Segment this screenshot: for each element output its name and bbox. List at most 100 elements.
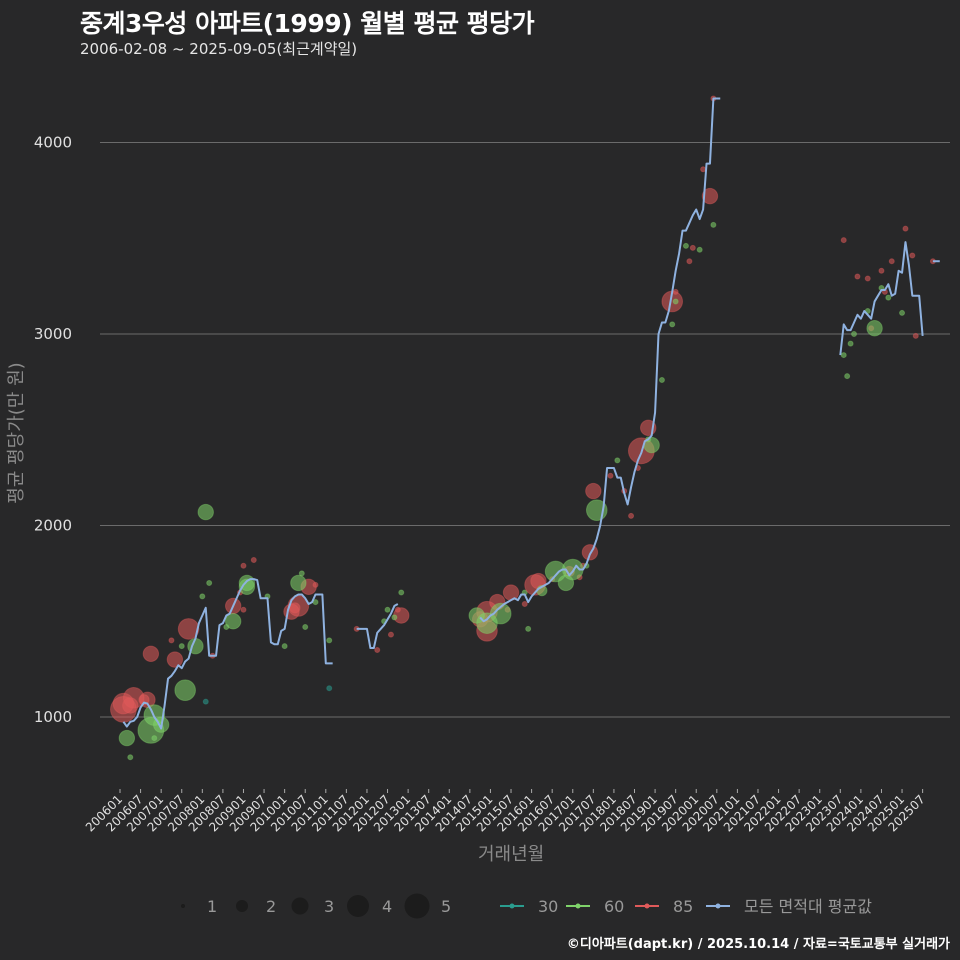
bubble-60 bbox=[326, 637, 333, 644]
x-axis-ticks: 2006012006072007012007072008012008072009… bbox=[83, 789, 928, 835]
bubble-85 bbox=[912, 332, 919, 339]
x-axis-title: 거래년월 bbox=[478, 844, 545, 865]
average-line-segment bbox=[122, 578, 333, 730]
bubble-60 bbox=[669, 321, 676, 328]
bubble-60 bbox=[682, 242, 689, 249]
bubble-85 bbox=[701, 187, 719, 205]
bubble-60 bbox=[281, 643, 288, 650]
bubble-60 bbox=[384, 606, 391, 613]
average-line bbox=[122, 97, 940, 730]
y-axis-title: 평균 평당가(만 원) bbox=[6, 362, 27, 504]
bubble-85 bbox=[250, 556, 257, 563]
bubble-85 bbox=[840, 237, 847, 244]
y-axis-ticks: 1000 2000 3000 4000 bbox=[34, 134, 72, 727]
bubble-85 bbox=[387, 631, 394, 638]
bubble-85 bbox=[689, 244, 696, 251]
bubble-30 bbox=[202, 698, 209, 705]
bubble-85 bbox=[854, 273, 861, 280]
bubble-60 bbox=[127, 754, 134, 761]
bubble-85 bbox=[312, 581, 319, 588]
chart-subtitle: 2006-02-08 ~ 2025-09-05(최근계약일) bbox=[80, 40, 358, 58]
bubble-30 bbox=[326, 685, 333, 692]
bubble-60 bbox=[489, 602, 512, 625]
bubble-85 bbox=[168, 637, 175, 644]
bubble-85 bbox=[909, 252, 916, 259]
bubble-85 bbox=[700, 166, 707, 173]
bubble-60 bbox=[672, 298, 679, 305]
bubble-60 bbox=[525, 625, 532, 632]
bubble-60 bbox=[118, 729, 136, 747]
bubble-60 bbox=[206, 579, 213, 586]
bubble-60 bbox=[391, 614, 398, 621]
legend-size-marker bbox=[347, 895, 369, 917]
bubble-60 bbox=[844, 373, 851, 380]
legend-size-label: 1 bbox=[207, 897, 217, 916]
legend-size-marker bbox=[236, 900, 248, 912]
legend-series-label: 30 bbox=[538, 897, 558, 916]
bubble-60 bbox=[658, 376, 665, 383]
bubble-60 bbox=[840, 352, 847, 359]
legend-size-label: 5 bbox=[441, 897, 451, 916]
legend-size-label: 4 bbox=[382, 897, 392, 916]
bubble-60 bbox=[197, 503, 214, 521]
legend-series-marker bbox=[509, 903, 515, 909]
bubble-85 bbox=[672, 288, 679, 295]
bubble-60 bbox=[224, 613, 242, 630]
bubble-85 bbox=[902, 225, 909, 232]
bubble-85 bbox=[502, 584, 520, 601]
legend-series-label: 모든 면적대 평균값 bbox=[744, 897, 872, 916]
bubble-85 bbox=[585, 482, 602, 500]
bubble-60 bbox=[696, 246, 703, 253]
legend-series-label: 85 bbox=[673, 897, 693, 916]
y-tick-label: 1000 bbox=[34, 708, 72, 726]
bubble-85 bbox=[166, 651, 184, 668]
bubble-60 bbox=[847, 340, 854, 347]
bubble-60 bbox=[298, 570, 305, 577]
bubble-85 bbox=[142, 645, 160, 663]
bubble-60 bbox=[398, 589, 405, 596]
source-credit: ©디아파트(dapt.kr) / 2025.10.14 / 자료=국토교통부 실… bbox=[566, 937, 950, 952]
bubble-60 bbox=[178, 643, 185, 650]
bubble-60 bbox=[710, 221, 717, 228]
bubble-60 bbox=[302, 623, 309, 630]
legend-size-label: 3 bbox=[324, 897, 334, 916]
legend-series-label: 60 bbox=[604, 897, 624, 916]
legend-series-marker bbox=[575, 903, 581, 909]
bubble-60 bbox=[851, 331, 858, 337]
y-tick-label: 3000 bbox=[34, 325, 72, 343]
legend-series-marker bbox=[644, 903, 650, 909]
legend: 1 2 3 4 5 30 60 85 모든 면적대 평균값 bbox=[181, 893, 872, 919]
legend-size-label: 2 bbox=[266, 897, 276, 916]
average-line-segment bbox=[839, 241, 924, 356]
bubble-60 bbox=[199, 593, 206, 600]
bubble-85 bbox=[888, 258, 895, 265]
y-tick-label: 2000 bbox=[34, 517, 72, 535]
bubble-60 bbox=[866, 320, 883, 337]
bubble-60 bbox=[885, 294, 892, 301]
bubble-85 bbox=[240, 562, 247, 569]
average-line-segment bbox=[356, 603, 399, 650]
bubble-85 bbox=[864, 275, 871, 282]
bubble-series bbox=[110, 95, 936, 761]
bubble-60 bbox=[290, 574, 307, 592]
grid-lines bbox=[100, 142, 950, 718]
bubble-85 bbox=[686, 258, 693, 265]
legend-series-marker bbox=[715, 903, 721, 909]
bubble-85 bbox=[878, 267, 885, 274]
bubble-85 bbox=[394, 606, 401, 613]
bubble-60 bbox=[151, 735, 158, 742]
y-tick-label: 4000 bbox=[34, 134, 72, 152]
bubble-85 bbox=[607, 472, 614, 479]
bubble-60 bbox=[174, 679, 196, 701]
legend-size-marker bbox=[291, 897, 309, 915]
bubble-85 bbox=[177, 618, 200, 640]
chart-title: 중계3우성 아파트(1999) 월별 평균 평당가 bbox=[80, 9, 535, 38]
bubble-60 bbox=[614, 457, 621, 464]
bubble-60 bbox=[899, 309, 906, 316]
legend-size-marker bbox=[181, 904, 185, 908]
legend-size-marker bbox=[404, 893, 430, 919]
bubble-85 bbox=[521, 601, 528, 608]
bubble-85 bbox=[628, 512, 635, 519]
average-line-segment bbox=[479, 97, 721, 623]
